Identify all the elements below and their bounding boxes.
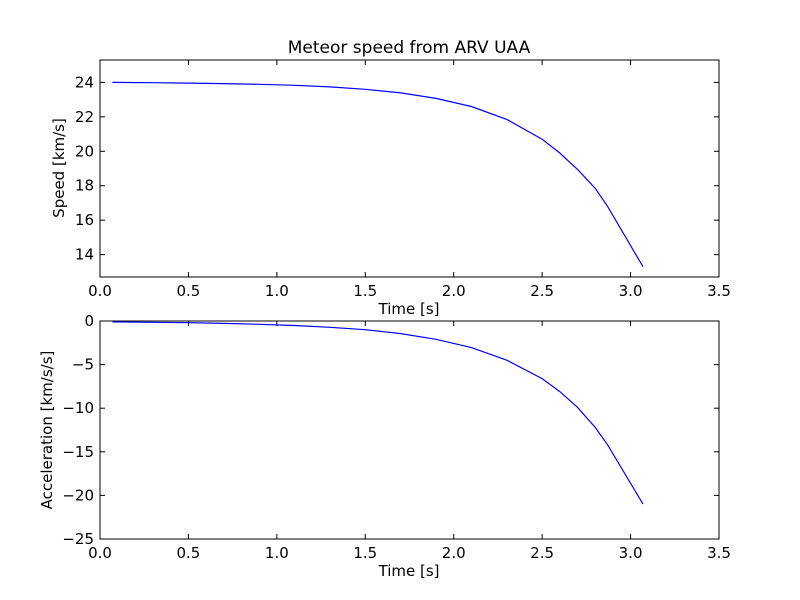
speed-y-tick-label: 22 bbox=[75, 108, 94, 126]
speed-x-tick-label: 2.5 bbox=[530, 282, 554, 300]
acceleration-x-tick-label: 2.5 bbox=[530, 544, 554, 562]
acceleration-y-tick-label: −20 bbox=[62, 486, 94, 504]
acceleration-x-tick-label: 2.0 bbox=[442, 544, 466, 562]
speed-y-tick-label: 18 bbox=[75, 177, 94, 195]
speed-lines bbox=[112, 81, 644, 268]
speed-x-tick-label: 1.5 bbox=[353, 282, 377, 300]
acceleration-y-tick-label: 0 bbox=[84, 312, 94, 330]
speed-x-tick-label: 3.0 bbox=[619, 282, 643, 300]
acceleration-y-tick-label: −5 bbox=[72, 356, 94, 374]
acceleration-series-line bbox=[112, 321, 644, 505]
acceleration-x-tick-label: 3.5 bbox=[707, 544, 731, 562]
speed-x-axis-label: Time [s] bbox=[378, 300, 440, 318]
acceleration-x-tick-label: 1.5 bbox=[353, 544, 377, 562]
speed-y-ticks: 14 16 18 20 22 24 bbox=[75, 73, 719, 264]
acceleration-lines bbox=[112, 321, 644, 505]
speed-series-line bbox=[112, 81, 644, 268]
speed-x-ticks: 0.0 0.5 1.0 1.5 2.0 2.5 3.0 3.5 bbox=[88, 60, 731, 300]
acceleration-y-ticks: −25 −20 −15 −10 −5 0 bbox=[62, 312, 719, 548]
speed-x-tick-label: 1.0 bbox=[265, 282, 289, 300]
speed-chart: Meteor speed from ARV UAA 0.0 0.5 1.0 1.5 2.… bbox=[50, 38, 731, 318]
speed-y-tick-label: 20 bbox=[75, 142, 94, 160]
speed-y-tick-label: 14 bbox=[75, 246, 94, 264]
acceleration-x-tick-label: 1.0 bbox=[265, 544, 289, 562]
speed-x-tick-label: 0.5 bbox=[176, 282, 200, 300]
acceleration-x-tick-label: 0.5 bbox=[176, 544, 200, 562]
speed-y-axis-label: Speed [km/s] bbox=[50, 118, 68, 218]
speed-chart-title: Meteor speed from ARV UAA bbox=[288, 38, 531, 58]
acceleration-chart: 0.0 0.5 1.0 1.5 2.0 2.5 3.0 3.5 −25−20−15−10−50… bbox=[38, 312, 731, 580]
acceleration-x-ticks: 0.0 0.5 1.0 1.5 2.0 2.5 3.0 3.5 bbox=[88, 321, 731, 562]
speed-y-tick-label: 24 bbox=[75, 73, 94, 91]
speed-y-tick-label: 16 bbox=[75, 211, 94, 229]
speed-x-tick-label: 0.0 bbox=[88, 282, 112, 300]
acceleration-plot-frame bbox=[99, 320, 720, 540]
speed-x-tick-label: 2.0 bbox=[442, 282, 466, 300]
speed-plot-frame bbox=[99, 59, 720, 278]
acceleration-x-axis-label: Time [s] bbox=[378, 562, 440, 580]
acceleration-x-tick-label: 0.0 bbox=[88, 544, 112, 562]
speed-x-tick-label: 3.5 bbox=[707, 282, 731, 300]
acceleration-y-tick-label: −25 bbox=[62, 530, 94, 548]
acceleration-y-tick-label: −15 bbox=[62, 443, 94, 461]
acceleration-y-axis-label: Acceleration [km/s/s] bbox=[38, 351, 56, 510]
acceleration-y-tick-label: −10 bbox=[62, 399, 94, 417]
acceleration-x-tick-label: 3.0 bbox=[619, 544, 643, 562]
